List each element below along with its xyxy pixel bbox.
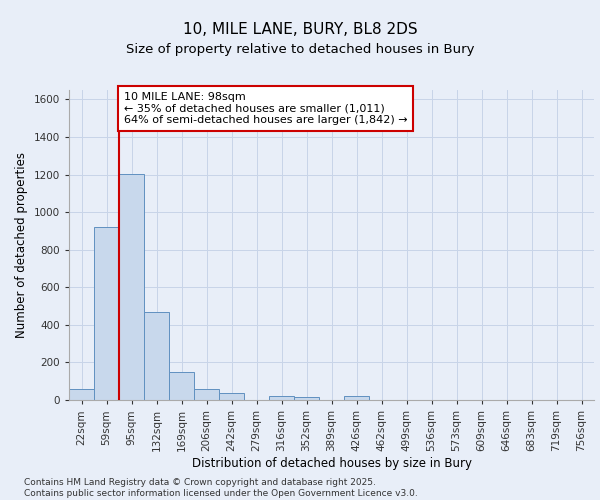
Bar [119,174,144,400]
Bar [344,396,369,400]
Text: Contains HM Land Registry data © Crown copyright and database right 2025.
Contai: Contains HM Land Registry data © Crown c… [24,478,418,498]
Bar [169,372,194,400]
Bar [269,396,294,400]
Y-axis label: Number of detached properties: Number of detached properties [15,152,28,338]
Text: Size of property relative to detached houses in Bury: Size of property relative to detached ho… [126,42,474,56]
Bar [69,388,94,400]
X-axis label: Distribution of detached houses by size in Bury: Distribution of detached houses by size … [191,456,472,469]
Bar [194,388,219,400]
Text: 10 MILE LANE: 98sqm
← 35% of detached houses are smaller (1,011)
64% of semi-det: 10 MILE LANE: 98sqm ← 35% of detached ho… [124,92,407,125]
Text: 10, MILE LANE, BURY, BL8 2DS: 10, MILE LANE, BURY, BL8 2DS [182,22,418,38]
Bar [144,312,169,400]
Bar [219,394,244,400]
Bar [94,227,119,400]
Bar [294,397,319,400]
